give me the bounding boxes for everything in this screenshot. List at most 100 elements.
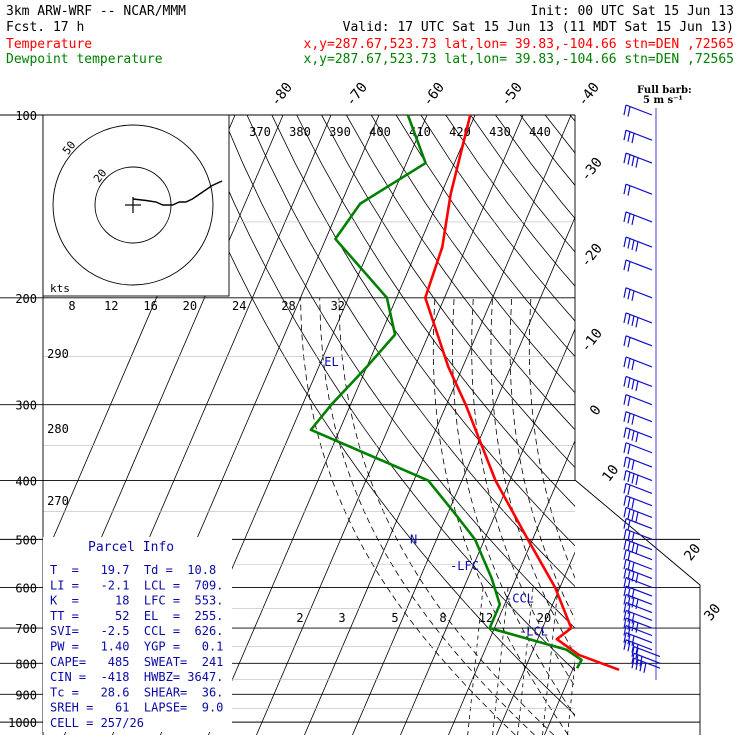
moist-adiabat-line (432, 297, 569, 735)
valid-time: Valid: 17 UTC Sat 15 Jun 13 (11 MDT Sat … (343, 20, 734, 35)
pressure-tick-label: 400 (15, 475, 37, 489)
wind-barb (623, 183, 653, 196)
dewpoint-legend: Dewpoint temperature (6, 52, 163, 67)
isotherm-label: -70 (343, 80, 371, 110)
pressure-tick-label: 800 (15, 657, 37, 671)
mixing-ratio-line (542, 587, 559, 735)
dry-adiabat-line (370, 115, 575, 394)
wind-barb (623, 411, 653, 425)
isotherm-line (592, 115, 740, 735)
parcel-level-markers: -EL N -LFC -CCL -LCL (317, 355, 548, 639)
isotherm-line (448, 439, 575, 735)
dewpoint-profile (309, 114, 583, 669)
parcel-info-box: Parcel Info T = 19.7 Td = 10.8LI = -2.1 … (43, 537, 232, 732)
parcel-info-row: T = 19.7 Td = 10.8 (50, 563, 216, 577)
isotherm-label: -20 (578, 241, 606, 271)
theta-e-label: 280 (47, 422, 69, 436)
wind-barb (623, 456, 653, 471)
moist-adiabat-line (338, 297, 555, 735)
wind-barb (623, 236, 653, 252)
hodograph-speed-label: 28 (281, 299, 295, 313)
wind-barb (623, 211, 653, 226)
parcel-marker-el: -EL (317, 355, 339, 369)
isotherm-line (736, 115, 740, 735)
wind-barb (623, 539, 653, 555)
parcel-info-title: Parcel Info (88, 540, 174, 555)
mixing-ratio-line (517, 587, 534, 735)
wind-barb (623, 639, 653, 655)
theta-label: 430 (489, 125, 511, 139)
hodograph-trace (132, 180, 223, 206)
moist-adiabat-line (509, 297, 575, 620)
hodograph-ring (52, 124, 214, 286)
dewpoint-info: x,y=287.67,523.73 lat,lon= 39.83,-104.66… (304, 52, 734, 67)
barb-legend: Full barb: (637, 85, 692, 96)
wind-barb (623, 152, 653, 168)
mixing-ratio-label: 20 (537, 611, 551, 625)
theta-label: 380 (289, 125, 311, 139)
pressure-tick-label: 900 (15, 688, 37, 702)
moist-adiabat-line (471, 297, 575, 688)
isotherm-line (256, 115, 524, 735)
forecast-hour: Fcst. 17 h (6, 20, 84, 35)
pressure-tick-label: 600 (15, 581, 37, 595)
wind-barb (631, 657, 661, 673)
hodograph-speed-label: 20 (183, 299, 197, 313)
temperature-info: x,y=287.67,523.73 lat,lon= 39.83,-104.66… (304, 37, 734, 52)
wind-barb (623, 482, 653, 496)
wind-barb (623, 609, 653, 624)
moist-adiabat-line (300, 297, 516, 735)
moist-adiabat-line (490, 297, 575, 656)
hodograph-speed-label: 24 (232, 299, 246, 313)
wind-barb (623, 356, 653, 371)
parcel-marker-lcl: -LCL (519, 624, 548, 638)
wind-barbs (623, 104, 661, 680)
model-title: 3km ARW-WRF -- NCAR/MMM (6, 4, 186, 19)
wind-barb (623, 624, 653, 638)
dry-adiabat-line (420, 115, 575, 322)
theta-label: 440 (529, 125, 551, 139)
barb-legend-unit: 5 m s⁻¹ (643, 95, 683, 106)
mixing-ratio-line (567, 659, 575, 735)
theta-e-label: 270 (47, 494, 69, 508)
wind-barb (623, 375, 653, 392)
mixing-ratio-line (467, 587, 484, 735)
dry-adiabat-line (221, 115, 575, 629)
dry-adiabat-line (544, 115, 575, 154)
parcel-info-row: CIN = -418 HWBZ= 3647. (50, 670, 223, 684)
pressure-tick-label: 500 (15, 533, 37, 547)
dry-adiabat-line (519, 115, 575, 186)
theta-label: 400 (369, 125, 391, 139)
theta-e-label: 290 (47, 347, 69, 361)
hodograph-speed-label: 8 (68, 299, 75, 313)
dry-adiabat-line (569, 115, 575, 122)
pressure-axis: 100 200 300 400 500 600 700 800 900 1000 (8, 109, 37, 730)
parcel-info-row: CELL = 257/26 (50, 716, 144, 730)
isotherm-label: 20 (681, 541, 704, 564)
dry-adiabat-line (246, 115, 575, 587)
isotherm-line (544, 662, 575, 735)
parcel-marker-n: N (410, 532, 417, 546)
mixing-ratio-label: 3 (338, 611, 345, 625)
pressure-tick-label: 200 (15, 292, 37, 306)
isotherm-line (496, 551, 575, 735)
parcel-info-row: SREH = 61 LAPSE= 9.0 (50, 701, 223, 715)
dry-adiabat-line (196, 115, 575, 672)
wind-barb (623, 506, 653, 523)
mixing-ratio-label: 5 (391, 611, 398, 625)
wind-barb (623, 129, 653, 144)
parcel-info-row: K = 18 LFC = 553. (50, 594, 223, 608)
hodograph-speed-label: 32 (331, 299, 345, 313)
isotherm-label: -50 (498, 80, 526, 110)
wind-barb (623, 602, 653, 615)
isotherm-line (304, 115, 572, 735)
theta-label: 390 (329, 125, 351, 139)
mixing-ratio-label: 12 (479, 611, 493, 625)
isotherm-label: 10 (599, 462, 622, 485)
wind-barb (623, 528, 653, 543)
moist-adiabat-line (528, 297, 575, 579)
isotherm-label: 0 (587, 402, 605, 418)
isotherm-label: 30 (701, 601, 724, 624)
